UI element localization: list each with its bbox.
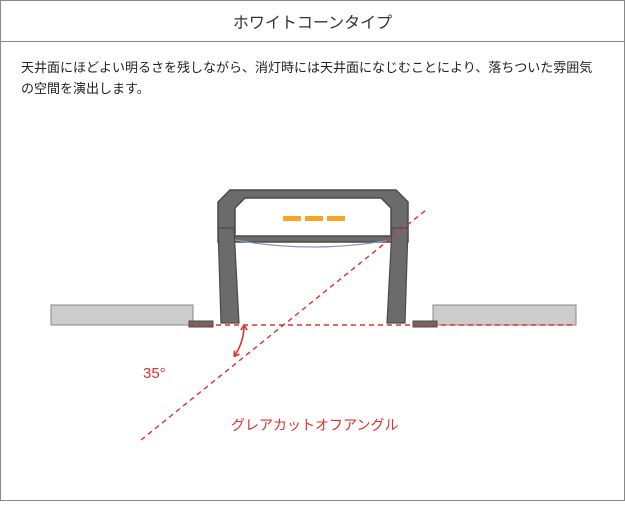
led-element-0: [283, 216, 301, 221]
angle-arc: [234, 325, 244, 357]
led-element-1: [305, 216, 323, 221]
glare-cutoff-label: グレアカットオフアングル: [231, 417, 398, 433]
diagram-svg: 35° グレアカットオフアングル: [21, 110, 606, 490]
description-text: 天井面にほどよい明るさを残しながら、消灯時には天井面になじむことにより、落ちつい…: [21, 58, 604, 100]
container: ホワイトコーンタイプ 天井面にほどよい明るさを残しながら、消灯時には天井面になじ…: [0, 0, 625, 501]
angle-value-text: 35°: [143, 365, 166, 382]
ceiling-right: [433, 305, 576, 325]
flange-right: [413, 321, 437, 327]
title-bar: ホワイトコーンタイプ: [1, 1, 624, 42]
ceiling-left: [51, 305, 193, 325]
diagram-area: 35° グレアカットオフアングル: [21, 110, 604, 490]
title-text: ホワイトコーンタイプ: [233, 15, 392, 32]
flange-left: [189, 321, 213, 327]
content-area: 天井面にほどよい明るさを残しながら、消灯時には天井面になじむことにより、落ちつい…: [1, 42, 624, 500]
led-element-2: [327, 216, 345, 221]
